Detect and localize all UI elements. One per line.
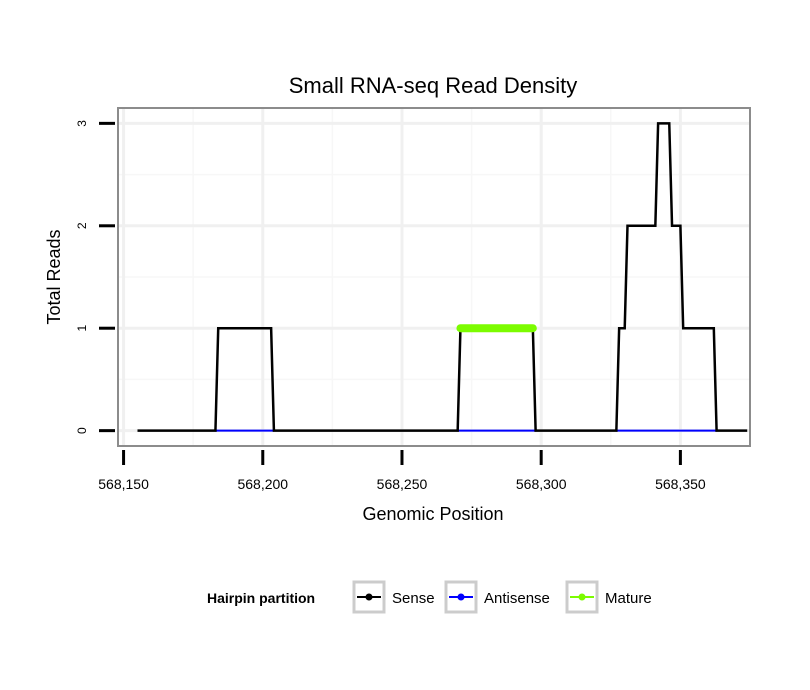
legend-items: Sense Antisense Mature: [352, 580, 652, 614]
y-tick-label-3: 3: [75, 120, 89, 127]
legend-item-antisense: Antisense: [444, 580, 550, 614]
legend-item-sense: Sense: [352, 580, 435, 614]
y-axis-title: Total Reads: [44, 229, 64, 324]
x-tick-label-2: 568,250: [377, 476, 428, 492]
legend-key-point: [578, 593, 586, 601]
y-tick-label-1: 1: [75, 325, 89, 332]
grid: [118, 108, 750, 446]
x-tick-label-0: 568,150: [98, 476, 149, 492]
chart-title: Small RNA-seq Read Density: [289, 73, 578, 98]
plot-panel: [117, 107, 751, 447]
x-axis: 568,150 568,200 568,250 568,300 568,350: [98, 450, 706, 492]
y-tick-label-0: 0: [75, 427, 89, 434]
legend-key-point: [457, 593, 465, 601]
x-tick-label-3: 568,300: [516, 476, 567, 492]
x-tick-label-4: 568,350: [655, 476, 706, 492]
legend-title: Hairpin partition: [207, 590, 315, 606]
legend-label: Mature: [605, 590, 652, 607]
y-tick-label-2: 2: [75, 222, 89, 229]
y-axis: 0 1 2 3: [75, 120, 115, 434]
legend-key-point: [365, 593, 373, 601]
series-sense-line: [137, 122, 748, 432]
legend-label: Antisense: [484, 590, 550, 607]
x-tick-label-1: 568,200: [237, 476, 288, 492]
series-layer: [137, 122, 748, 432]
legend-item-mature: Mature: [565, 580, 652, 614]
legend: Hairpin partition Sense Antisense Mature: [207, 580, 652, 614]
x-axis-title: Genomic Position: [362, 504, 503, 524]
legend-label: Sense: [392, 590, 435, 607]
